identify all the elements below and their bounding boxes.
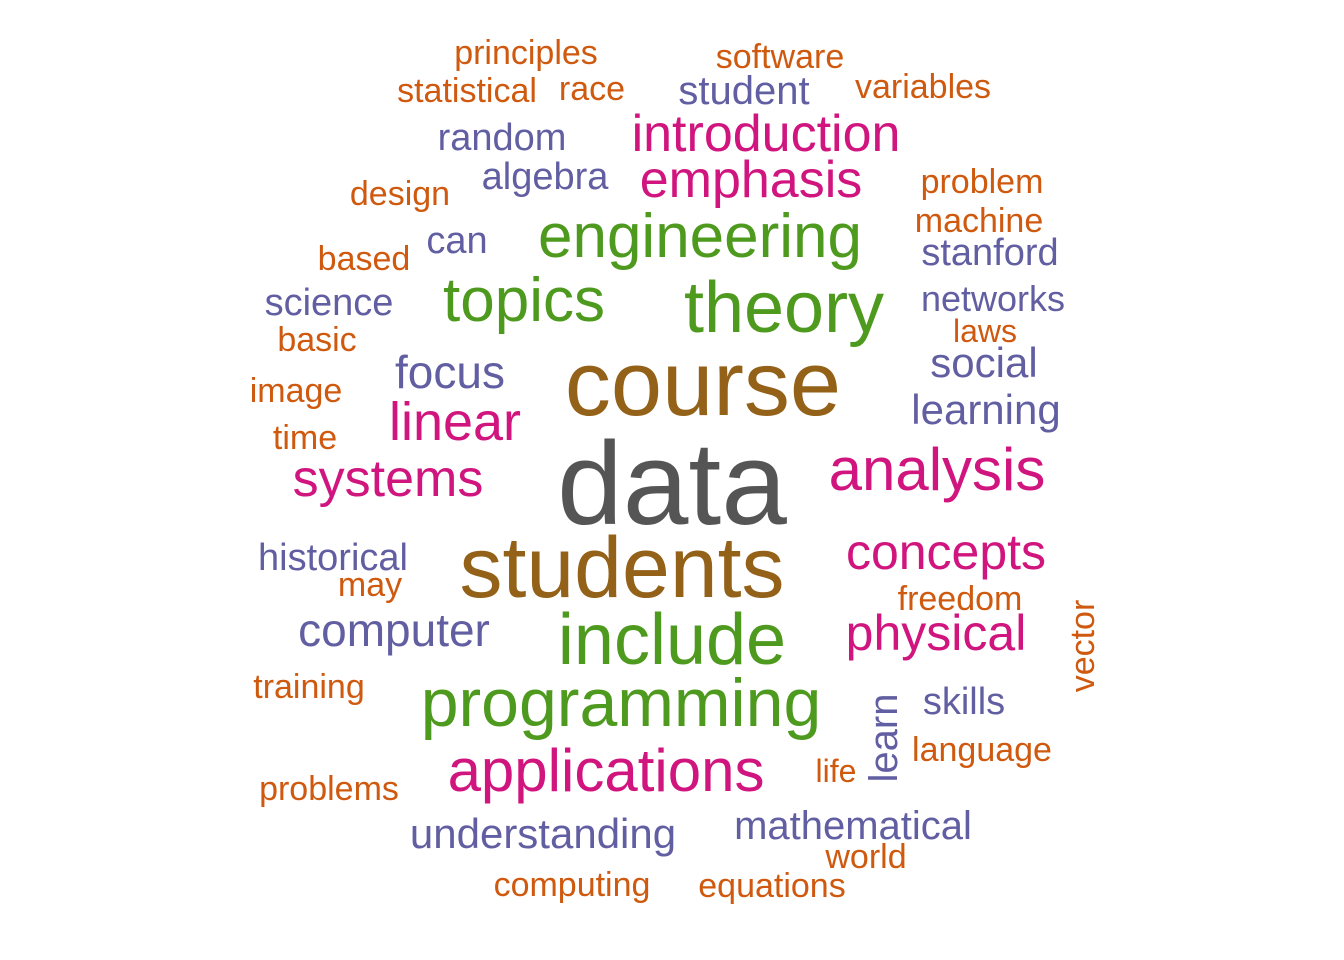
word-basic: basic xyxy=(277,321,357,359)
word-focus: focus xyxy=(395,346,505,398)
word-topics: topics xyxy=(443,266,605,335)
word-world: world xyxy=(825,838,907,876)
word-race: race xyxy=(558,70,626,108)
word-mathematical: mathematical xyxy=(734,804,972,848)
word-freedom: freedom xyxy=(897,580,1023,618)
word-social: social xyxy=(930,339,1038,386)
word-problems: problems xyxy=(259,770,399,808)
word-design: design xyxy=(349,175,451,213)
word-random: random xyxy=(437,117,567,159)
word-algebra: algebra xyxy=(481,156,609,198)
word-physical: physical xyxy=(845,605,1027,661)
word-machine: machine xyxy=(914,202,1044,240)
word-data: data xyxy=(557,418,787,550)
word-course: course xyxy=(564,333,842,435)
word-computing: computing xyxy=(493,866,651,904)
word-image: image xyxy=(249,372,343,410)
word-equations: equations xyxy=(698,867,846,905)
word-systems: systems xyxy=(292,450,484,508)
word-stanford: stanford xyxy=(921,232,1059,274)
word-linear: linear xyxy=(388,392,522,452)
word-statistical: statistical xyxy=(397,72,537,110)
word-can: can xyxy=(426,220,488,262)
word-student: student xyxy=(678,69,810,113)
word-language: language xyxy=(912,731,1052,769)
word-programming: programming xyxy=(420,665,822,741)
word-learning: learning xyxy=(911,386,1061,433)
word-learn: learn xyxy=(862,693,906,783)
word-science: science xyxy=(264,282,394,324)
word-variables: variables xyxy=(854,68,992,106)
word-applications: applications xyxy=(447,737,765,804)
word-networks: networks xyxy=(920,278,1066,319)
word-historical: historical xyxy=(258,537,408,579)
word-theory: theory xyxy=(683,268,885,348)
word-emphasis: emphasis xyxy=(639,151,863,209)
word-concepts: concepts xyxy=(845,524,1047,580)
word-introduction: introduction xyxy=(631,105,901,163)
word-engineering: engineering xyxy=(537,202,863,271)
word-understanding: understanding xyxy=(409,810,677,857)
word-analysis: analysis xyxy=(828,436,1046,503)
word-may: may xyxy=(337,566,403,604)
word-time: time xyxy=(272,419,338,457)
word-life: life xyxy=(815,753,857,789)
word-problem: problem xyxy=(920,163,1044,201)
word-include: include xyxy=(557,600,787,680)
word-principles: principles xyxy=(454,34,598,72)
word-based: based xyxy=(317,240,411,278)
word-skills: skills xyxy=(922,681,1006,723)
word-vector: vector xyxy=(1064,599,1102,693)
word-computer: computer xyxy=(298,604,490,656)
word-students: students xyxy=(459,520,785,616)
word-laws: laws xyxy=(952,313,1018,349)
word-software: software xyxy=(715,38,845,76)
word-training: training xyxy=(253,668,365,706)
